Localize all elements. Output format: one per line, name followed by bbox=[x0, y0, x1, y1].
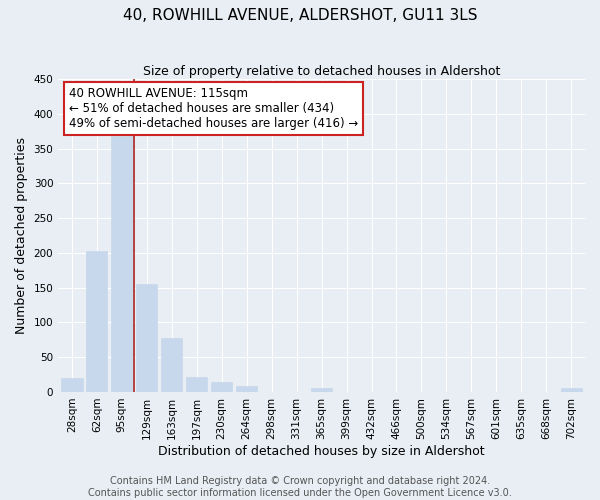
Bar bbox=[86, 251, 107, 392]
Text: 40 ROWHILL AVENUE: 115sqm
← 51% of detached houses are smaller (434)
49% of semi: 40 ROWHILL AVENUE: 115sqm ← 51% of detac… bbox=[69, 87, 358, 130]
Bar bbox=[311, 388, 332, 392]
Bar bbox=[186, 376, 208, 392]
Bar bbox=[211, 382, 232, 392]
Bar bbox=[560, 388, 582, 392]
Text: 40, ROWHILL AVENUE, ALDERSHOT, GU11 3LS: 40, ROWHILL AVENUE, ALDERSHOT, GU11 3LS bbox=[123, 8, 477, 22]
Bar bbox=[111, 136, 133, 392]
Bar bbox=[136, 284, 157, 392]
Bar bbox=[236, 386, 257, 392]
Text: Contains HM Land Registry data © Crown copyright and database right 2024.
Contai: Contains HM Land Registry data © Crown c… bbox=[88, 476, 512, 498]
Bar bbox=[61, 378, 83, 392]
Bar bbox=[161, 338, 182, 392]
Title: Size of property relative to detached houses in Aldershot: Size of property relative to detached ho… bbox=[143, 65, 500, 78]
X-axis label: Distribution of detached houses by size in Aldershot: Distribution of detached houses by size … bbox=[158, 444, 485, 458]
Y-axis label: Number of detached properties: Number of detached properties bbox=[15, 137, 28, 334]
